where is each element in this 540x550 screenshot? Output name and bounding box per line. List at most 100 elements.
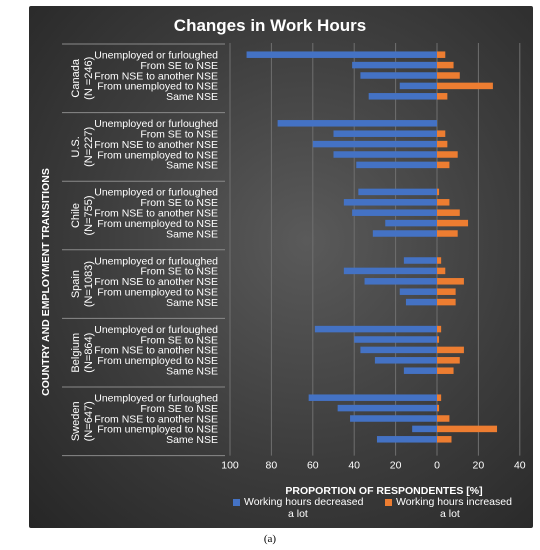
category-label: From unemployed to NSE [97,287,218,299]
bar-increased [437,199,450,206]
category-label: Unemployed or furloughed [94,324,218,336]
group-label: Spain (N=1083) [70,261,95,307]
category-label: Same NSE [166,297,218,309]
x-tick-label: 20 [390,460,402,472]
country-label: Sweden [70,401,82,441]
country-label: Canada [70,58,82,97]
category-label: From NSE to another NSE [94,276,218,288]
category-label: From SE to NSE [140,403,218,415]
bar-decreased [354,336,437,343]
category-label: Same NSE [166,228,218,240]
sample-size-label: (N=227) [83,127,95,167]
bar-increased [437,188,440,196]
legend-swatch [385,499,392,506]
bar-increased [437,209,460,216]
bar-increased [437,72,460,79]
bar-decreased [356,161,437,169]
bar-decreased [364,278,437,285]
x-tick-label: 0 [434,460,440,472]
chart-title: Changes in Work Hours [174,16,366,35]
bar-decreased [358,188,437,196]
category-label: From unemployed to NSE [97,424,218,436]
y-axis-label: COUNTRY AND EMPLOYMENT TRANSITIONS [40,168,52,396]
legend-label: a lot [440,508,460,520]
bar-increased [437,230,458,237]
category-label: Unemployed or furloughed [94,255,218,267]
bar-decreased [312,140,437,148]
category-label: From unemployed to NSE [97,355,218,367]
bar-decreased [343,267,437,275]
bar-decreased [412,425,437,433]
bar-increased [437,93,448,100]
bar-decreased [337,404,437,412]
category-label: From SE to NSE [140,129,218,141]
bar-increased [437,346,464,354]
country-label: Spain [70,270,82,298]
bar-increased [437,288,456,295]
bar-decreased [399,288,437,295]
bar-increased [437,298,456,306]
bar-decreased [246,51,437,58]
bar-decreased [376,436,437,443]
bar-decreased [360,346,437,354]
bar-increased [437,278,464,285]
bar-decreased [399,82,437,90]
bar-increased [437,82,493,90]
bar-decreased [403,367,437,374]
country-label: Chile [70,203,82,228]
category-label: Unemployed or furloughed [94,393,218,405]
bar-increased [437,394,442,401]
bar-increased [437,151,458,158]
group-label: Chile (N=755) [70,195,95,235]
x-axis-label: PROPORTION OF RESPONDENTES [%] [285,485,482,497]
legend-swatch [233,499,240,506]
group-label: Belgium (N=864) [70,333,95,373]
bar-increased [437,219,469,227]
bar-layer [246,51,498,443]
bar-increased [437,367,454,374]
x-tick-label: 40 [514,460,526,472]
group-label: U.S. (N=227) [70,127,95,167]
bar-decreased [352,209,437,216]
category-label: Same NSE [166,434,218,446]
sample-size-label: (N=864) [83,333,95,373]
category-label: From SE to NSE [140,60,218,72]
group-label: Sweden (N=647) [70,401,95,441]
category-label: From unemployed to NSE [97,218,218,230]
bar-increased [437,336,440,343]
bar-decreased [372,230,437,237]
bar-decreased [333,130,437,137]
legend-label: Working hours increased [396,496,512,508]
sample-size-label: (N=1083) [83,261,95,307]
category-label: From NSE to another NSE [94,413,218,425]
bar-decreased [405,298,437,306]
category-label: From NSE to another NSE [94,208,218,220]
bar-decreased [333,151,437,158]
category-label: From NSE to another NSE [94,139,218,151]
sample-size-label: (N=755) [83,195,95,235]
bar-decreased [374,357,437,364]
bar-decreased [308,394,437,401]
category-label: From SE to NSE [140,334,218,346]
bar-increased [437,257,442,264]
bar-increased [437,415,450,422]
bar-increased [437,267,446,275]
category-label: Unemployed or furloughed [94,118,218,130]
bar-decreased [385,219,437,227]
x-tick-label: 60 [307,460,319,472]
category-label: From unemployed to NSE [97,81,218,93]
bar-decreased [368,93,437,100]
category-label: From SE to NSE [140,197,218,209]
grid-layer [62,43,521,457]
bar-increased [437,161,450,169]
category-label: Same NSE [166,366,218,378]
sample-size-label: (N =246) [83,57,95,100]
bar-increased [437,130,446,137]
bar-increased [437,51,446,58]
x-tick-label: 100 [221,460,239,472]
bar-increased [437,140,448,148]
x-tick-label: 20 [473,460,485,472]
bar-increased [437,404,440,412]
